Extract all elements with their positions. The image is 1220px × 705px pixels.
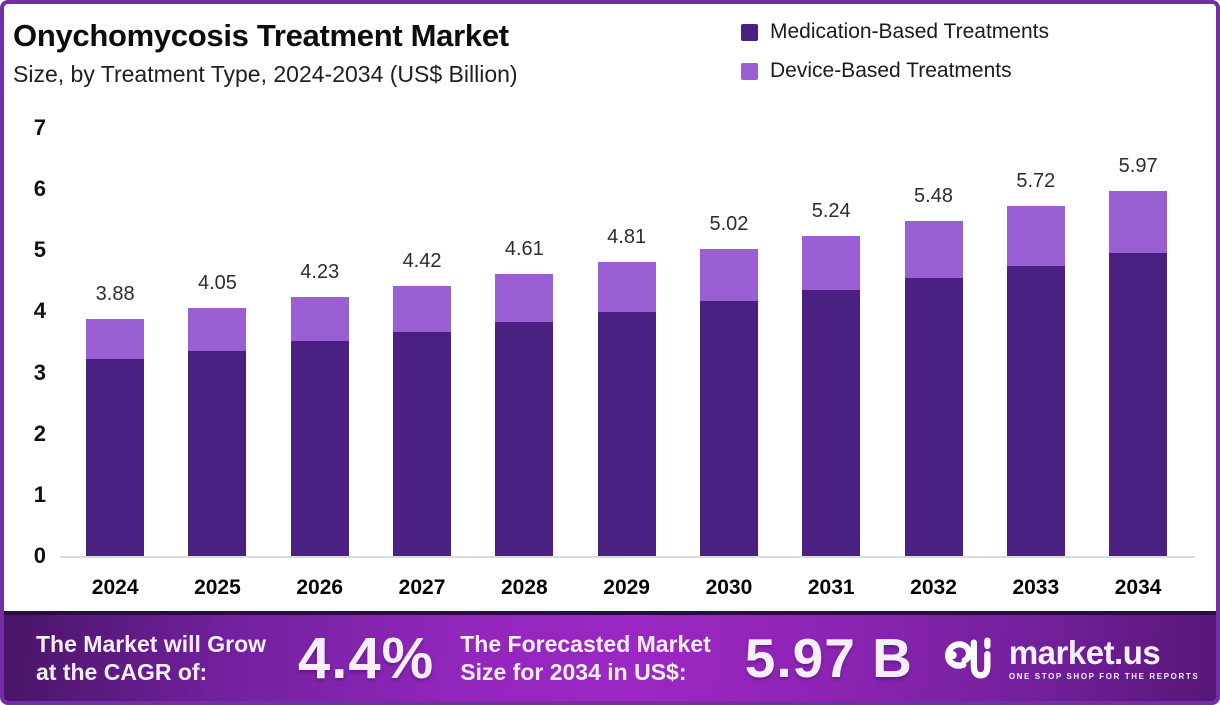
bar-group-2026: 4.23 [269,128,371,556]
bar-total-label: 4.81 [607,225,647,248]
y-axis-tick-label: 2 [33,420,46,446]
brand-name: market.us [1008,633,1161,671]
bar-total-label: 4.42 [402,249,442,272]
x-axis-label-2030: 2030 [705,576,753,599]
bar-segment-medication [393,331,452,556]
legend-label-device: Device-Based Treatments [770,59,1012,82]
y-axis-tick-label: 1 [33,481,46,507]
bar-segment-medication [597,312,656,556]
forecast-value: 5.97 B [744,627,913,689]
x-axis-label-2028: 2028 [500,576,548,599]
bar-total-label: 5.24 [811,199,851,222]
bar-group-2033: 5.72 [985,128,1087,556]
forecast-label: The Forecasted Market Size for 2034 in U… [460,631,711,685]
bar-segment-medication [290,341,349,556]
y-axis-tick-label: 5 [33,237,46,263]
x-axis-label-2027: 2027 [398,576,446,599]
bar-segment-device [1006,206,1065,266]
x-axis-label-2033: 2033 [1012,576,1060,599]
bar-group-2034: 5.97 [1087,128,1189,556]
bar-segment-device [904,220,963,278]
x-axis-label-2024: 2024 [91,576,139,599]
bar-segment-medication [86,359,145,556]
bar-total-label: 5.48 [914,184,953,207]
bar-total-label: 5.72 [1016,170,1056,193]
market-us-brand: market.us ONE STOP SHOP FOR THE REPORTS [939,631,1199,685]
bar-segment-device [597,261,656,313]
bar-segment-medication [802,290,861,556]
bar-total-label: 4.61 [504,238,544,261]
x-axis-label-2026: 2026 [296,576,344,599]
x-axis-labels: 2024 2025 2026 2027 2028 2029 2030 2031 2032 2033… [64,576,1190,600]
y-axis-tick-label: 3 [33,359,46,385]
bar-segment-device [802,235,861,291]
x-axis-baseline [60,556,1195,558]
bar-group-2032: 5.48 [882,128,984,556]
x-axis-label-2025: 2025 [194,576,241,599]
y-axis-tick-label: 6 [33,176,46,202]
bar-segment-device [290,297,349,342]
y-axis-tick-label: 7 [33,115,46,141]
legend-item-medication: Medication-Based Treatments [741,20,1049,44]
bar-group-2027: 4.42 [371,128,473,556]
chart-subtitle: Size, by Treatment Type, 2024-2034 (US$ … [13,61,518,87]
y-axis-tick-label: 4 [33,298,46,324]
bar-total-label: 4.05 [197,272,237,295]
market-us-logo-icon [944,637,991,679]
bar-total-label: 5.02 [709,213,749,236]
cagr-label: The Market will Grow at the CAGR of: [36,631,267,685]
bar-segment-medication [699,301,758,556]
cagr-value: 4.4% [298,625,435,691]
legend-swatch-medication-icon [741,23,758,41]
bar-group-2028: 4.61 [473,128,575,556]
bar-segment-device [699,249,758,302]
x-axis-label-2029: 2029 [603,576,650,599]
x-axis-label-2032: 2032 [910,576,957,599]
bar-group-2029: 4.81 [575,128,677,556]
y-axis-tick-label: 0 [33,543,46,568]
bar-segment-device [495,274,554,322]
bar-total-label: 4.23 [300,261,340,284]
legend-swatch-device-icon [741,62,758,80]
legend-item-device: Device-Based Treatments [741,59,1049,83]
bar-group-2030: 5.02 [678,128,780,556]
chart-title: Onychomycosis Treatment Market [13,18,509,53]
bar-group-2024: 3.88 [64,128,166,556]
chart-header: Onychomycosis Treatment Market Size, by … [13,18,518,88]
chart-legend: Medication-Based Treatments Device-Based… [741,20,1049,98]
bar-segment-medication [188,350,247,556]
bar-segment-device [1109,191,1168,253]
bar-group-2025: 4.05 [166,128,268,556]
brand-text: market.us ONE STOP SHOP FOR THE REPORTS [1009,636,1199,681]
bar-segment-medication [495,321,554,556]
brand-tagline: ONE STOP SHOP FOR THE REPORTS [1008,671,1200,681]
bar-total-label: 5.97 [1118,155,1158,177]
x-axis-label-2034: 2034 [1114,576,1162,599]
footer-banner: The Market will Grow at the CAGR of: 4.4… [4,611,1216,701]
bar-segment-medication [1006,265,1065,556]
legend-label-medication: Medication-Based Treatments [770,20,1049,43]
bar-total-label: 3.88 [95,282,135,305]
bar-segment-device [393,285,452,332]
bar-segment-medication [1109,252,1168,556]
plot-area: 3.88 4.05 4.23 4.42 4.61 4.81 5.02 5.24 5.48 5.72… [64,128,1190,556]
bar-group-2031: 5.24 [780,128,882,556]
bar-segment-device [188,308,247,351]
bar-segment-device [86,318,145,360]
bar-segment-medication [904,277,963,556]
x-axis-label-2031: 2031 [807,576,855,599]
